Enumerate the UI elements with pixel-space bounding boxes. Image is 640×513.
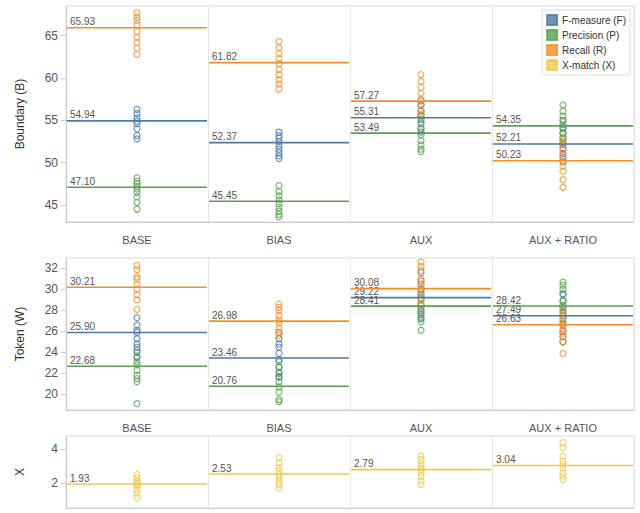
svg-text:2.79: 2.79 (354, 458, 374, 469)
svg-text:X: X (13, 468, 27, 476)
svg-text:54.35: 54.35 (496, 114, 521, 125)
svg-text:AUX: AUX (410, 422, 433, 434)
svg-text:X-match (X): X-match (X) (562, 60, 615, 71)
svg-text:50: 50 (45, 156, 59, 170)
svg-text:20: 20 (45, 387, 59, 401)
svg-text:23.46: 23.46 (212, 347, 237, 358)
svg-text:55: 55 (45, 113, 59, 127)
svg-text:45: 45 (45, 198, 59, 212)
svg-text:26.63: 26.63 (496, 313, 521, 324)
svg-text:2.53: 2.53 (212, 463, 232, 474)
svg-text:50.23: 50.23 (496, 149, 521, 160)
svg-text:55.31: 55.31 (354, 106, 379, 117)
svg-text:30.21: 30.21 (70, 276, 95, 287)
svg-text:65.93: 65.93 (70, 16, 95, 27)
svg-text:BIAS: BIAS (266, 422, 291, 434)
svg-text:AUX: AUX (410, 234, 433, 246)
svg-text:52.37: 52.37 (212, 131, 237, 142)
svg-text:22: 22 (45, 366, 59, 380)
svg-text:26.98: 26.98 (212, 310, 237, 321)
svg-text:47.10: 47.10 (70, 176, 95, 187)
svg-text:45.45: 45.45 (212, 190, 237, 201)
svg-text:4: 4 (51, 442, 58, 456)
svg-text:28.41: 28.41 (354, 295, 379, 306)
svg-text:30.08: 30.08 (354, 277, 379, 288)
svg-text:60: 60 (45, 71, 59, 85)
svg-text:22.68: 22.68 (70, 355, 95, 366)
svg-text:2: 2 (51, 476, 58, 490)
svg-text:AUX + RATIO: AUX + RATIO (529, 234, 597, 246)
svg-text:53.49: 53.49 (354, 122, 379, 133)
svg-text:AUX + RATIO: AUX + RATIO (529, 422, 597, 434)
svg-text:Boundary (B): Boundary (B) (13, 79, 27, 150)
svg-text:28.42: 28.42 (496, 295, 521, 306)
svg-text:65: 65 (45, 29, 59, 43)
svg-text:54.94: 54.94 (70, 109, 95, 120)
svg-text:20.76: 20.76 (212, 375, 237, 386)
svg-text:57.27: 57.27 (354, 90, 379, 101)
svg-text:BASE: BASE (122, 422, 151, 434)
svg-text:30: 30 (45, 282, 59, 296)
svg-text:26: 26 (45, 324, 59, 338)
svg-text:Precision (P): Precision (P) (562, 30, 619, 41)
svg-text:32: 32 (45, 261, 59, 275)
svg-text:Token (W): Token (W) (13, 307, 27, 362)
svg-text:28: 28 (45, 303, 59, 317)
svg-text:25.90: 25.90 (70, 321, 95, 332)
svg-text:Recall (R): Recall (R) (562, 45, 606, 56)
svg-text:61.82: 61.82 (212, 51, 237, 62)
svg-text:3.04: 3.04 (496, 454, 516, 465)
svg-text:BIAS: BIAS (266, 234, 291, 246)
svg-text:BASE: BASE (122, 234, 151, 246)
svg-text:24: 24 (45, 345, 59, 359)
svg-text:52.21: 52.21 (496, 132, 521, 143)
svg-text:1.93: 1.93 (70, 473, 90, 484)
svg-text:F-measure (F): F-measure (F) (562, 15, 626, 26)
